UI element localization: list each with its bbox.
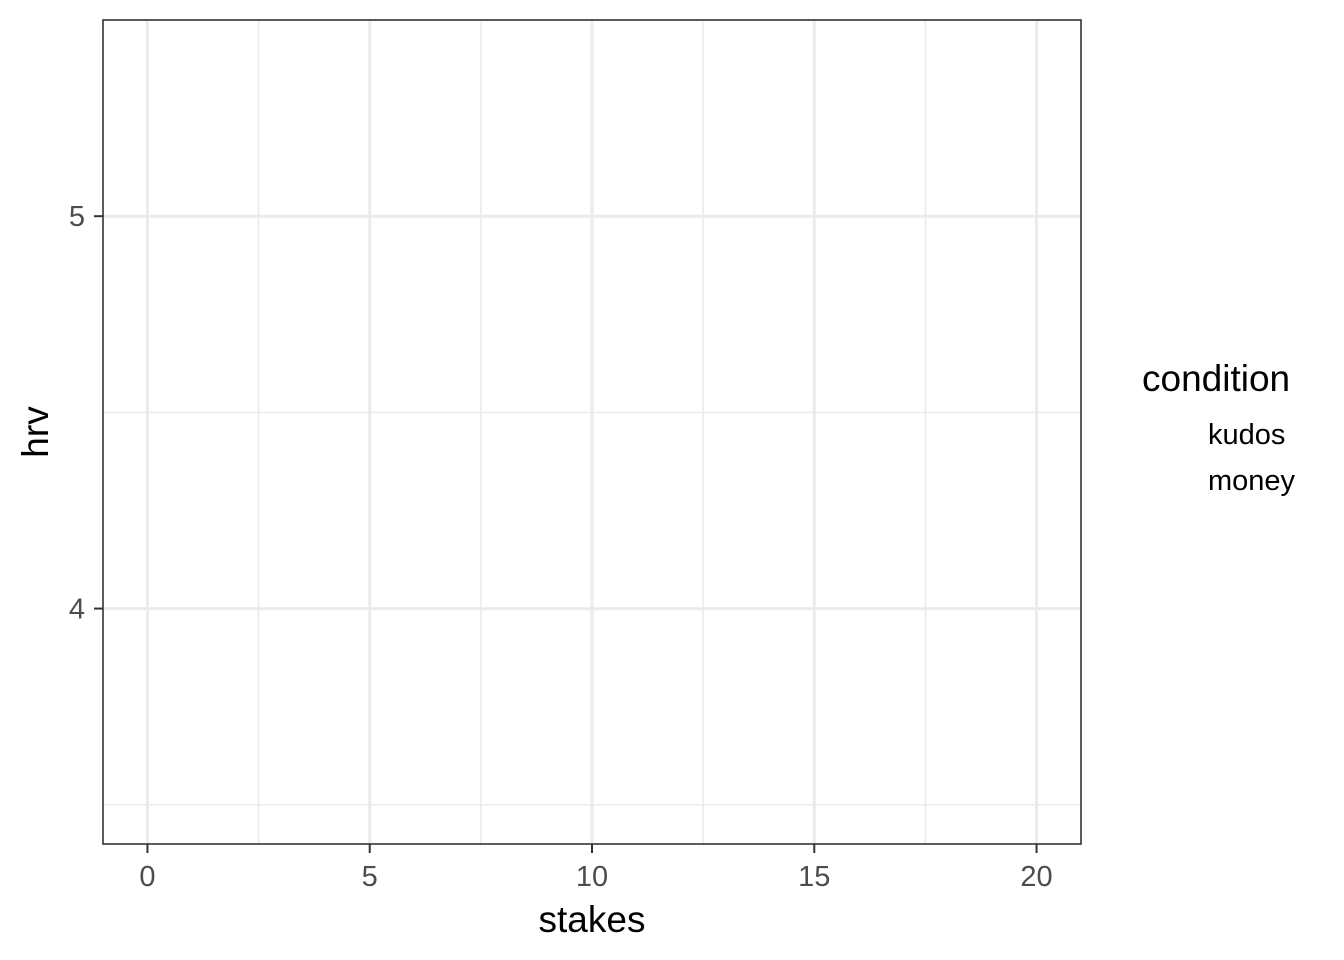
major-grid bbox=[103, 20, 1081, 844]
legend: condition kudos money bbox=[1142, 358, 1295, 504]
y-tick-label: 4 bbox=[69, 594, 85, 626]
legend-item-kudos: kudos bbox=[1208, 419, 1286, 451]
y-axis-label: hrv bbox=[15, 406, 56, 458]
y-axis: 45 bbox=[69, 201, 103, 626]
x-axis-label: stakes bbox=[539, 899, 646, 940]
x-tick-label: 20 bbox=[1020, 861, 1052, 893]
x-tick-label: 15 bbox=[798, 861, 830, 893]
legend-item-money: money bbox=[1208, 465, 1296, 497]
x-tick-label: 0 bbox=[139, 861, 155, 893]
legend-title: condition bbox=[1142, 358, 1291, 399]
y-tick-label: 5 bbox=[69, 201, 85, 233]
x-axis: 0 5 10 15 20 bbox=[139, 844, 1053, 893]
x-tick-label: 10 bbox=[576, 861, 608, 893]
x-tick-label: 5 bbox=[362, 861, 378, 893]
